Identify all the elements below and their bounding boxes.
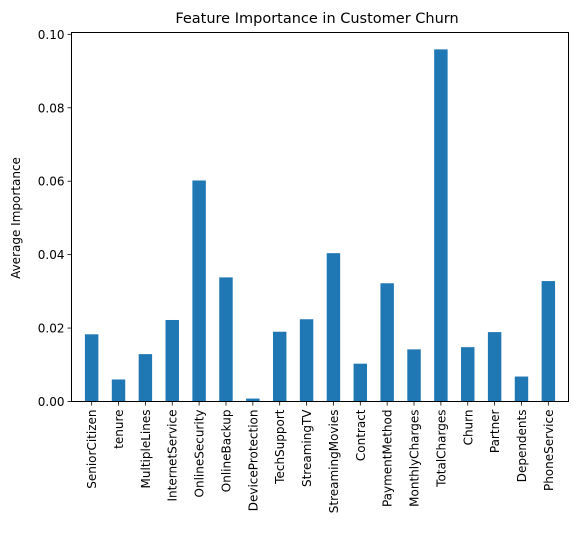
x-tick-label: OnlineBackup (219, 410, 233, 493)
x-tick-label: Partner (488, 409, 502, 453)
x-axis-ticks: SeniorCitizen tenure MultipleLines Internet… (85, 401, 556, 514)
y-axis-ticks: 0.00 0.02 0.04 0.06 0.08 0.10 (38, 28, 72, 409)
plot-frame (71, 32, 569, 402)
x-tick-label: MultipleLines (139, 410, 153, 489)
bar-totalcharges (434, 49, 448, 402)
x-tick-label: TechSupport (273, 409, 287, 485)
bar-partner (487, 332, 502, 402)
y-tick-label: 0.10 (38, 28, 65, 42)
x-tick-label: Churn (461, 410, 475, 446)
x-tick-label: MonthlyCharges (408, 410, 422, 507)
x-tick-label: SeniorCitizen (85, 410, 99, 489)
bar-paymentmethod (380, 283, 394, 402)
bars (84, 49, 556, 402)
bar-streamingtv (299, 319, 314, 402)
x-tick-label: Contract (354, 409, 368, 461)
bar-techsupport (272, 331, 287, 402)
chart-title: Feature Importance in Customer Churn (175, 11, 458, 27)
y-tick-label: 0.08 (38, 101, 65, 115)
bar-onlinesecurity (192, 180, 206, 402)
x-tick-label: TotalCharges (434, 410, 448, 488)
x-tick-label: Dependents (515, 410, 529, 483)
bar-streamingmovies (326, 253, 341, 402)
bar-onlinebackup (219, 277, 233, 402)
x-tick-label: DeviceProtection (246, 410, 260, 512)
bar-phoneservice (541, 281, 556, 402)
bar-multiplelines (138, 354, 153, 402)
bar-churn (461, 347, 475, 402)
x-tick-label: StreamingTV (300, 409, 314, 487)
y-tick-label: 0.02 (38, 322, 65, 336)
bar-tenure (111, 379, 126, 402)
bar-internetservice (165, 319, 179, 402)
x-tick-label: InternetService (166, 410, 180, 502)
bar-seniorcitizen (84, 334, 99, 402)
y-tick-label: 0.06 (38, 175, 65, 189)
bar-contract (353, 363, 368, 402)
x-tick-label: PaymentMethod (381, 410, 395, 508)
y-axis-label: Average Importance (9, 157, 23, 279)
x-tick-label: PhoneService (542, 410, 556, 492)
bar-deviceprotection (246, 398, 260, 402)
y-tick-label: 0.04 (38, 248, 65, 262)
bar-dependents (514, 376, 529, 402)
x-tick-label: OnlineSecurity (193, 410, 207, 498)
x-tick-label: StreamingMovies (327, 410, 341, 514)
bar-monthlycharges (407, 349, 421, 402)
y-tick-label: 0.00 (38, 395, 65, 409)
x-tick-label: tenure (112, 410, 126, 449)
